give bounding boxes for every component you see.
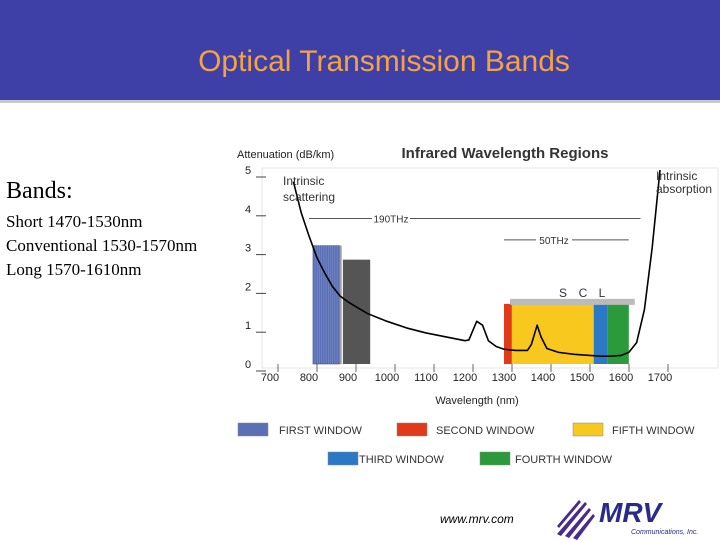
band-letter-c: C	[579, 286, 588, 300]
range-50thz-bg	[536, 232, 572, 246]
mrv-logo-icon: MRV Communications, Inc.	[557, 497, 698, 540]
x-tick-label: 1700	[648, 372, 672, 384]
band-letter-s: S	[559, 286, 567, 300]
x-tick-label: 1200	[453, 372, 477, 384]
y-tick-label: 5	[245, 165, 251, 177]
x-tick-label: 800	[300, 372, 318, 384]
scattering-label-line2: scattering	[283, 190, 335, 204]
window-bar-2	[593, 303, 608, 364]
window-bar-3	[607, 303, 629, 364]
y-tick-label: 4	[245, 204, 251, 216]
band-letter-l: L	[599, 286, 606, 300]
x-tick-label: 1100	[414, 372, 438, 384]
title-divider	[0, 100, 720, 103]
y-tick-label: 0	[245, 359, 251, 371]
plot-frame	[261, 167, 719, 369]
x-tick-label: 1600	[609, 372, 633, 384]
legend-label: FOURTH WINDOW	[515, 454, 613, 466]
x-tick-label: 1300	[492, 372, 516, 384]
legend-swatch	[327, 451, 359, 466]
y-tick-label: 2	[245, 281, 251, 293]
legend-swatch	[479, 451, 511, 466]
svg-text:MRV: MRV	[599, 497, 664, 528]
legend-label: FIRST WINDOW	[279, 425, 363, 437]
x-tick-label: 1400	[531, 372, 555, 384]
x-axis-label: Wavelength (nm)	[435, 395, 518, 407]
attenuation-curve	[292, 169, 661, 358]
band-conventional-line: Conventional 1530-1570nm	[6, 236, 198, 255]
title-banner	[0, 0, 720, 100]
legend-swatch	[572, 422, 604, 437]
legend-swatch	[396, 422, 428, 437]
y-axis-label: Attenuation (dB/km)	[237, 149, 334, 161]
legend-label: SECOND WINDOW	[436, 425, 535, 437]
range-190thz-label: 190THz	[373, 215, 408, 226]
footer-url: www.mrv.com	[440, 512, 514, 526]
x-tick-label: 1500	[570, 372, 594, 384]
legend-swatch	[237, 422, 269, 437]
bands-heading: Bands:	[6, 178, 73, 204]
y-tick-label: 1	[245, 320, 251, 332]
x-tick-label: 1000	[375, 372, 399, 384]
bands-shadow	[510, 298, 635, 305]
x-tick-label: 700	[261, 372, 279, 384]
legend-label: FIFTH WINDOW	[612, 425, 695, 437]
y-tick-label: 3	[245, 243, 251, 255]
page-title: Optical Transmission Bands	[198, 45, 570, 78]
band-long-line: Long 1570-1610nm	[6, 260, 142, 279]
range-50thz-label: 50THz	[539, 236, 568, 247]
absorption-label-line2: absorption	[656, 182, 712, 196]
band-short-line: Short 1470-1530nm	[6, 212, 143, 231]
window-bar-1	[504, 303, 512, 364]
svg-text:Communications, Inc.: Communications, Inc.	[631, 529, 698, 536]
legend-label: THIRD WINDOW	[359, 454, 445, 466]
absorption-label-line1: Intrinsic	[656, 169, 697, 183]
x-tick-label: 900	[339, 372, 357, 384]
bands-text-block: Bands: Short 1470-1530nm Conventional 15…	[6, 176, 256, 282]
scattering-label-line1: Intrinsic	[283, 174, 324, 188]
first-window-bar	[312, 245, 341, 365]
chart-title: Infrared Wavelength Regions	[402, 145, 609, 162]
range-190thz-bg	[372, 211, 410, 225]
